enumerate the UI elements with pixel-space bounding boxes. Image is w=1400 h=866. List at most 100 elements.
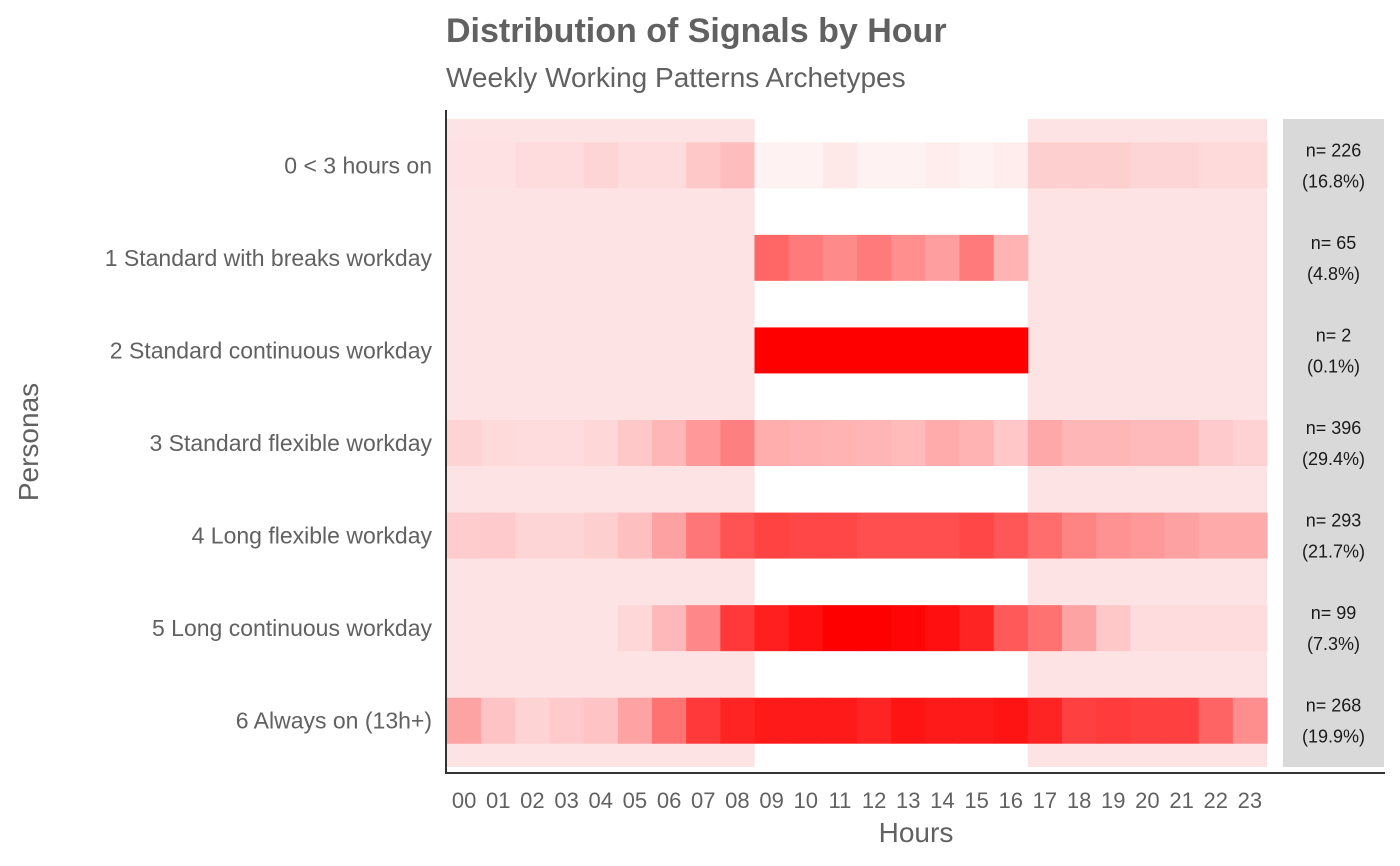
heatmap-tile xyxy=(1198,420,1234,466)
heatmap-tile xyxy=(1164,420,1200,466)
heatmap-tile xyxy=(549,697,585,744)
heatmap-tile xyxy=(857,512,892,559)
count-n-label: n= 65 xyxy=(1311,233,1357,253)
hour-tick-label: 15 xyxy=(964,788,988,813)
heatmap-tile xyxy=(617,605,653,652)
heatmap-tile xyxy=(1062,512,1097,559)
heatmap-tile xyxy=(1062,605,1097,652)
hour-tick-label: 16 xyxy=(999,788,1023,813)
heatmap-tile xyxy=(481,697,516,744)
heatmap-tile xyxy=(925,234,960,281)
heatmap-tile xyxy=(788,420,824,466)
heatmap-tile xyxy=(788,234,824,281)
heatmap-tile xyxy=(891,605,926,652)
chart-title: Distribution of Signals by Hour xyxy=(446,12,947,50)
heatmap-tile xyxy=(822,142,858,189)
heatmap-tile xyxy=(686,512,721,559)
hour-tick-label: 23 xyxy=(1238,788,1262,813)
heatmap-tile xyxy=(549,512,585,559)
heatmap-tile xyxy=(481,512,516,559)
heatmap-tile xyxy=(857,234,892,281)
heatmap-tile xyxy=(1164,512,1200,559)
heatmap-tile xyxy=(1027,420,1063,466)
count-pct-label: (0.1%) xyxy=(1307,356,1360,376)
heatmap-tile xyxy=(822,605,858,652)
hour-tick-label: 14 xyxy=(930,788,954,813)
heatmap-tile xyxy=(515,142,550,189)
hour-tick-label: 21 xyxy=(1169,788,1193,813)
counts-panel-background xyxy=(1283,119,1384,767)
heatmap-tile xyxy=(720,142,755,189)
persona-labels: 6 Always on (13h+) 5 Long continuous work… xyxy=(105,152,433,733)
heatmap-tile xyxy=(925,420,960,466)
hour-tick-label: 11 xyxy=(828,788,851,813)
heatmap-tile xyxy=(959,420,995,466)
heatmap-tile xyxy=(754,605,790,652)
heatmap-tile xyxy=(720,420,755,466)
heatmap-tile xyxy=(822,697,858,744)
heatmap-tile xyxy=(754,420,790,466)
hour-tick-label: 06 xyxy=(657,788,681,813)
hour-tick-label: 17 xyxy=(1033,788,1057,813)
hour-tick-label: 20 xyxy=(1135,788,1159,813)
heatmap-tile xyxy=(1198,697,1234,744)
count-pct-label: (16.8%) xyxy=(1302,171,1365,191)
heatmap-tile xyxy=(1130,512,1165,559)
heatmap-tile xyxy=(1130,605,1165,652)
heatmap-tile xyxy=(891,697,926,744)
count-n-label: n= 226 xyxy=(1306,140,1362,160)
heatmap-tile xyxy=(447,142,482,189)
heatmap-tile xyxy=(1027,142,1063,189)
heatmap-tile xyxy=(959,605,995,652)
hour-tick-label: 05 xyxy=(623,788,647,813)
hour-labels: 00 01 02 03 04 05 06 07 08 09 10 11 12 13 14 15 16 17 18 19… xyxy=(452,788,1262,813)
heatmap-tile xyxy=(1232,697,1268,744)
heatmap-tile xyxy=(754,512,790,559)
hour-tick-label: 10 xyxy=(794,788,818,813)
heatmap-tile xyxy=(617,512,653,559)
heatmap-tile xyxy=(1164,697,1200,744)
counts-panel: n= 268 (19.9%) n= 99 (7.3%) n= 293 (21.7%) n= … xyxy=(1283,119,1384,767)
heatmap-tile xyxy=(1027,605,1063,652)
hour-tick-label: 03 xyxy=(554,788,578,813)
heatmap-tile xyxy=(583,512,619,559)
count-n-label: n= 2 xyxy=(1316,325,1352,345)
heatmap-tile xyxy=(925,605,960,652)
heatmap-tile xyxy=(857,697,892,744)
heatmap-tile xyxy=(788,697,824,744)
count-pct-label: (19.9%) xyxy=(1302,727,1365,747)
count-pct-label: (4.8%) xyxy=(1307,264,1360,284)
hour-tick-label: 07 xyxy=(691,788,715,813)
heatmap-tile xyxy=(891,142,926,189)
heatmap-tile xyxy=(447,697,482,744)
heatmap-tile xyxy=(754,327,790,374)
count-n-label: n= 268 xyxy=(1306,696,1362,716)
hour-tick-label: 12 xyxy=(862,788,886,813)
count-n-label: n= 396 xyxy=(1306,418,1362,438)
heatmap-tile xyxy=(891,420,926,466)
heatmap-tile xyxy=(652,512,687,559)
heatmap-tile xyxy=(481,420,516,466)
heatmap-tile xyxy=(822,234,858,281)
count-pct-label: (7.3%) xyxy=(1307,634,1360,654)
heatmap-tile xyxy=(686,697,721,744)
heatmap-tile xyxy=(515,420,550,466)
heatmap-tile xyxy=(686,605,721,652)
heatmap-tile xyxy=(857,327,892,374)
heatmap-tile xyxy=(447,512,482,559)
heatmap-tile xyxy=(993,697,1029,744)
heatmap-tile xyxy=(891,234,926,281)
heatmap-tile xyxy=(959,142,995,189)
hour-tick-label: 22 xyxy=(1204,788,1228,813)
heatmap-tile xyxy=(993,420,1029,466)
heatmap-tile xyxy=(1062,697,1097,744)
persona-label: 4 Long flexible workday xyxy=(192,523,433,549)
heatmap-tile xyxy=(652,420,687,466)
heatmap-tile xyxy=(959,697,995,744)
heatmap-tile xyxy=(583,420,619,466)
hour-tick-label: 01 xyxy=(486,788,510,813)
hour-tick-label: 13 xyxy=(896,788,920,813)
persona-label: 0 < 3 hours on xyxy=(284,152,432,178)
heatmap-tile xyxy=(1130,420,1165,466)
